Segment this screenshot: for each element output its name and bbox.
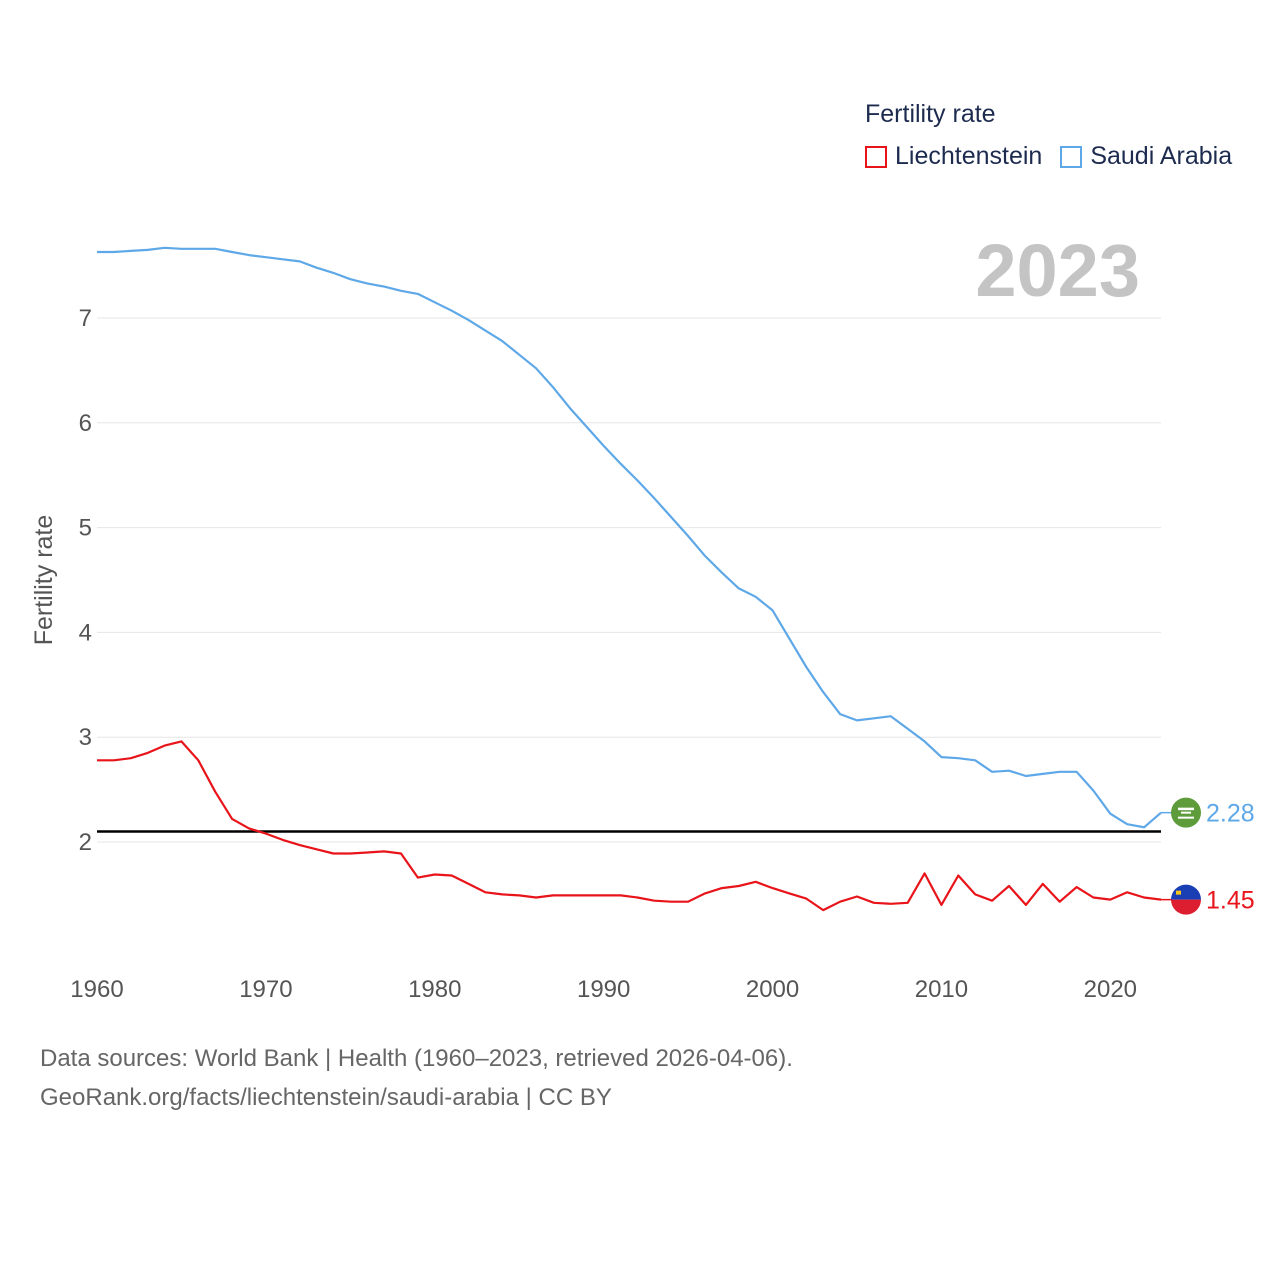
x-axis-ticks: 1960 1970 1980 1990 2000 2010 2020: [70, 976, 1137, 1003]
x-tick-label-1970: 1970: [239, 976, 292, 1003]
x-tick-label-2020: 2020: [1084, 976, 1137, 1003]
legend-item-saudi-arabia[interactable]: Saudi Arabia: [1060, 142, 1232, 171]
attribution-line[interactable]: GeoRank.org/facts/liechtenstein/saudi-ar…: [40, 1084, 612, 1111]
y-tick-label-7: 7: [79, 305, 92, 332]
legend-swatch-liechtenstein: [865, 145, 887, 168]
x-tick-label-2000: 2000: [746, 976, 799, 1003]
flag-top-half: [1171, 884, 1201, 900]
y-tick-label-6: 6: [79, 410, 92, 437]
y-tick-label-2: 2: [79, 829, 92, 856]
legend-swatch-saudi-arabia: [1060, 145, 1083, 168]
year-badge: 2023: [975, 229, 1140, 312]
x-tick-label-2010: 2010: [915, 976, 968, 1003]
flag-crown: [1176, 890, 1181, 895]
legend: Liechtenstein Saudi Arabia: [865, 142, 1250, 171]
flag-script-mark: [1178, 807, 1194, 811]
x-tick-label-1960: 1960: [70, 976, 123, 1003]
liechtenstein-flag-icon: [1171, 884, 1201, 915]
series-line-liechtenstein: [97, 740, 1162, 912]
saudi-arabia-flag-icon: [1171, 797, 1201, 828]
series-lines: [97, 246, 1162, 912]
end-value-label-saudi-arabia: 2.28: [1206, 800, 1255, 828]
legend-label-saudi-arabia: Saudi Arabia: [1090, 142, 1233, 170]
y-axis-ticks: 2 3 4 5 6 7: [79, 305, 92, 856]
series-end-markers: 1.45 2.28: [1161, 797, 1255, 915]
y-tick-label-3: 3: [79, 724, 92, 751]
data-source-line: Data sources: World Bank | Health (1960–…: [40, 1045, 793, 1072]
flag-script-mark: [1181, 811, 1191, 814]
end-value-label-liechtenstein: 1.45: [1206, 887, 1255, 915]
x-tick-label-1990: 1990: [577, 976, 630, 1003]
legend-item-liechtenstein[interactable]: Liechtenstein: [865, 142, 1042, 171]
series-line-saudi-arabia: [97, 246, 1162, 829]
gridlines: [97, 317, 1161, 843]
y-axis-label: Fertility rate: [30, 515, 58, 646]
x-tick-label-1980: 1980: [408, 976, 461, 1003]
legend-label-liechtenstein: Liechtenstein: [895, 142, 1043, 170]
flag-bottom-half: [1171, 899, 1201, 915]
y-tick-label-4: 4: [79, 619, 92, 646]
legend-title: Fertility rate: [865, 100, 996, 128]
y-tick-label-5: 5: [79, 515, 92, 542]
